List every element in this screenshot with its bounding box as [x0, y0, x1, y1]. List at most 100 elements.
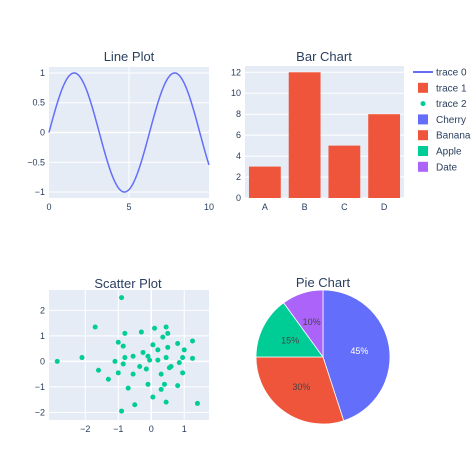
bar-a: [248, 166, 281, 198]
line-series-trace-0: [48, 72, 210, 193]
pie-slice-cherry: [322, 289, 391, 422]
scatter-point: [194, 400, 200, 406]
scatter-point: [155, 357, 161, 363]
legend-item[interactable]: Date: [418, 161, 458, 174]
scatter-point: [181, 347, 187, 353]
scatter-plot-title: Scatter Plot: [94, 276, 162, 291]
scatter-point: [158, 386, 164, 392]
scatter-point: [150, 394, 156, 400]
scatter-point: [79, 355, 85, 361]
scatter-point: [105, 376, 111, 382]
line-plot-y-tick-label: −1: [35, 187, 45, 197]
scatter-point: [140, 349, 146, 355]
legend-square-swatch: [418, 114, 428, 125]
legend-item[interactable]: trace 0: [413, 68, 467, 79]
scatter-y-tick-label: −1: [35, 382, 45, 392]
legend-label: Date: [436, 162, 458, 173]
scatter-point: [120, 343, 126, 349]
scatter-point: [112, 358, 118, 364]
legend-label: Apple: [436, 147, 462, 158]
legend[interactable]: trace 0 trace 1 trace 2 Cherry Banana Apple Da…: [413, 68, 471, 174]
scatter-y-tick-label: 1: [40, 331, 45, 341]
bar-chart-title: Bar Chart: [296, 49, 352, 64]
scatter-point: [176, 360, 182, 366]
scatter-point: [145, 353, 151, 359]
pie-chart-title: Pie Chart: [296, 275, 351, 290]
scatter-point: [122, 355, 128, 361]
pie-slice-label: 10%: [303, 317, 321, 327]
line-plot-y-tick-label: 0.5: [32, 98, 45, 108]
pie-slice-label: 30%: [292, 382, 310, 392]
bar-chart-y-tick-label: 2: [236, 172, 241, 182]
legend-dot-swatch: [420, 101, 426, 107]
scatter-point: [95, 367, 101, 373]
scatter-plot-area: [49, 290, 209, 420]
scatter-point: [163, 399, 169, 405]
legend-item[interactable]: Banana: [418, 130, 471, 142]
scatter-point: [163, 355, 169, 361]
scatter-point: [163, 324, 169, 330]
scatter-point: [115, 370, 121, 376]
bar-chart-y-tick-label: 0: [236, 193, 241, 203]
scatter-point: [175, 341, 181, 347]
scatter-point: [175, 383, 181, 389]
bar-chart-x-tick-label: D: [381, 202, 388, 212]
pie-chart: Pie Chart 45% 30% 15% 10%: [255, 275, 391, 425]
scatter-point: [125, 385, 131, 391]
bar-b: [288, 72, 321, 198]
scatter-point: [138, 329, 144, 335]
legend-item[interactable]: Apple: [418, 146, 462, 158]
scatter-point: [54, 358, 60, 364]
scatter-point: [122, 330, 128, 336]
scatter-x-tick-label: 0: [149, 424, 154, 434]
scatter-x-tick-label: −2: [80, 424, 90, 434]
scatter-y-tick-label: 0: [40, 356, 45, 366]
scatter-point: [115, 339, 121, 345]
scatter-point: [145, 381, 151, 387]
scatter-point: [180, 370, 186, 376]
scatter-point: [165, 330, 171, 336]
legend-label: Banana: [436, 131, 471, 142]
legend-item[interactable]: trace 2: [420, 99, 468, 110]
scatter-x-tick-label: −1: [113, 424, 123, 434]
line-plot-x-tick-label: 0: [46, 202, 51, 212]
scatter-plot: Scatter Plot −2 −1 0 1 2 −2 −1 0 1: [35, 276, 209, 434]
scatter-point: [180, 355, 186, 361]
legend-label: trace 1: [436, 83, 467, 94]
scatter-point: [160, 334, 166, 340]
legend-item[interactable]: trace 1: [418, 82, 467, 95]
scatter-point: [190, 355, 196, 361]
pie-slice-label: 45%: [350, 346, 368, 356]
scatter-point: [92, 324, 98, 330]
line-plot-y-tick-label: 0: [40, 128, 45, 138]
scatter-point: [155, 347, 161, 353]
scatter-point: [130, 353, 136, 359]
bar-c: [328, 145, 361, 198]
legend-square-swatch: [418, 146, 428, 156]
scatter-point: [147, 357, 153, 363]
scatter-point: [119, 295, 125, 301]
scatter-point: [166, 365, 172, 371]
scatter-point: [130, 371, 136, 377]
scatter-point: [165, 344, 171, 350]
scatter-point: [150, 342, 156, 348]
legend-item[interactable]: Cherry: [418, 114, 466, 126]
pie-slice-label: 15%: [281, 335, 299, 345]
bar-chart-y-tick-label: 4: [236, 151, 241, 161]
legend-square-swatch: [418, 161, 428, 172]
bar-chart-x-tick-label: A: [262, 202, 268, 212]
scatter-y-tick-label: −2: [35, 407, 45, 417]
scatter-y-tick-label: 2: [40, 305, 45, 315]
legend-label: trace 2: [436, 99, 467, 110]
bar-chart-y-tick-label: 8: [236, 109, 241, 119]
scatter-point: [161, 381, 167, 387]
legend-square-swatch: [418, 82, 428, 93]
pie-slice-banana: [255, 356, 345, 425]
line-plot-title: Line Plot: [104, 49, 155, 64]
bar-chart-x-tick-label: B: [302, 202, 308, 212]
scatter-point: [132, 402, 138, 408]
scatter-point: [120, 361, 126, 367]
scatter-point: [119, 408, 125, 414]
bar-chart: Bar Chart 0 2 4 6 8 10 12 A B C D: [231, 49, 404, 212]
